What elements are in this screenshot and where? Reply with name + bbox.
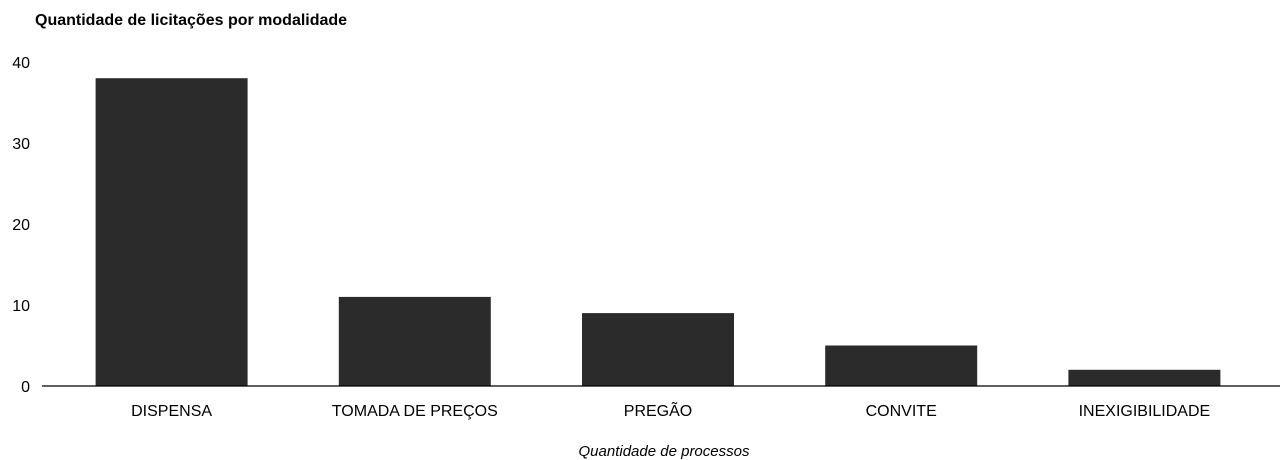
x-tick-label: TOMADA DE PREÇOS [332, 403, 498, 420]
y-tick-label: 0 [21, 379, 30, 396]
chart-title: Quantidade de licitações por modalidade [35, 12, 348, 29]
bars [95, 78, 1221, 386]
bar-dispensa [95, 78, 248, 386]
y-axis: 0 10 20 30 40 [12, 55, 30, 396]
y-tick-label: 20 [12, 217, 30, 234]
x-tick-label: INEXIGIBILIDADE [1079, 403, 1211, 420]
bar-convite [825, 345, 978, 386]
y-tick-label: 10 [12, 298, 30, 315]
bar-tomada-de-pre-os [338, 296, 491, 386]
x-tick-label: PREGÃO [624, 400, 692, 420]
x-tick-label: DISPENSA [131, 403, 212, 420]
x-axis: DISPENSA TOMADA DE PREÇOS PREGÃO CONVITE INE… [131, 400, 1210, 420]
x-tick-label: CONVITE [866, 403, 937, 420]
bar-preg-o [582, 313, 734, 386]
x-axis-label: Quantidade de processos [579, 443, 750, 460]
y-tick-label: 40 [12, 55, 30, 72]
y-tick-label: 30 [12, 136, 30, 153]
bar-inexigibilidade [1068, 369, 1221, 386]
